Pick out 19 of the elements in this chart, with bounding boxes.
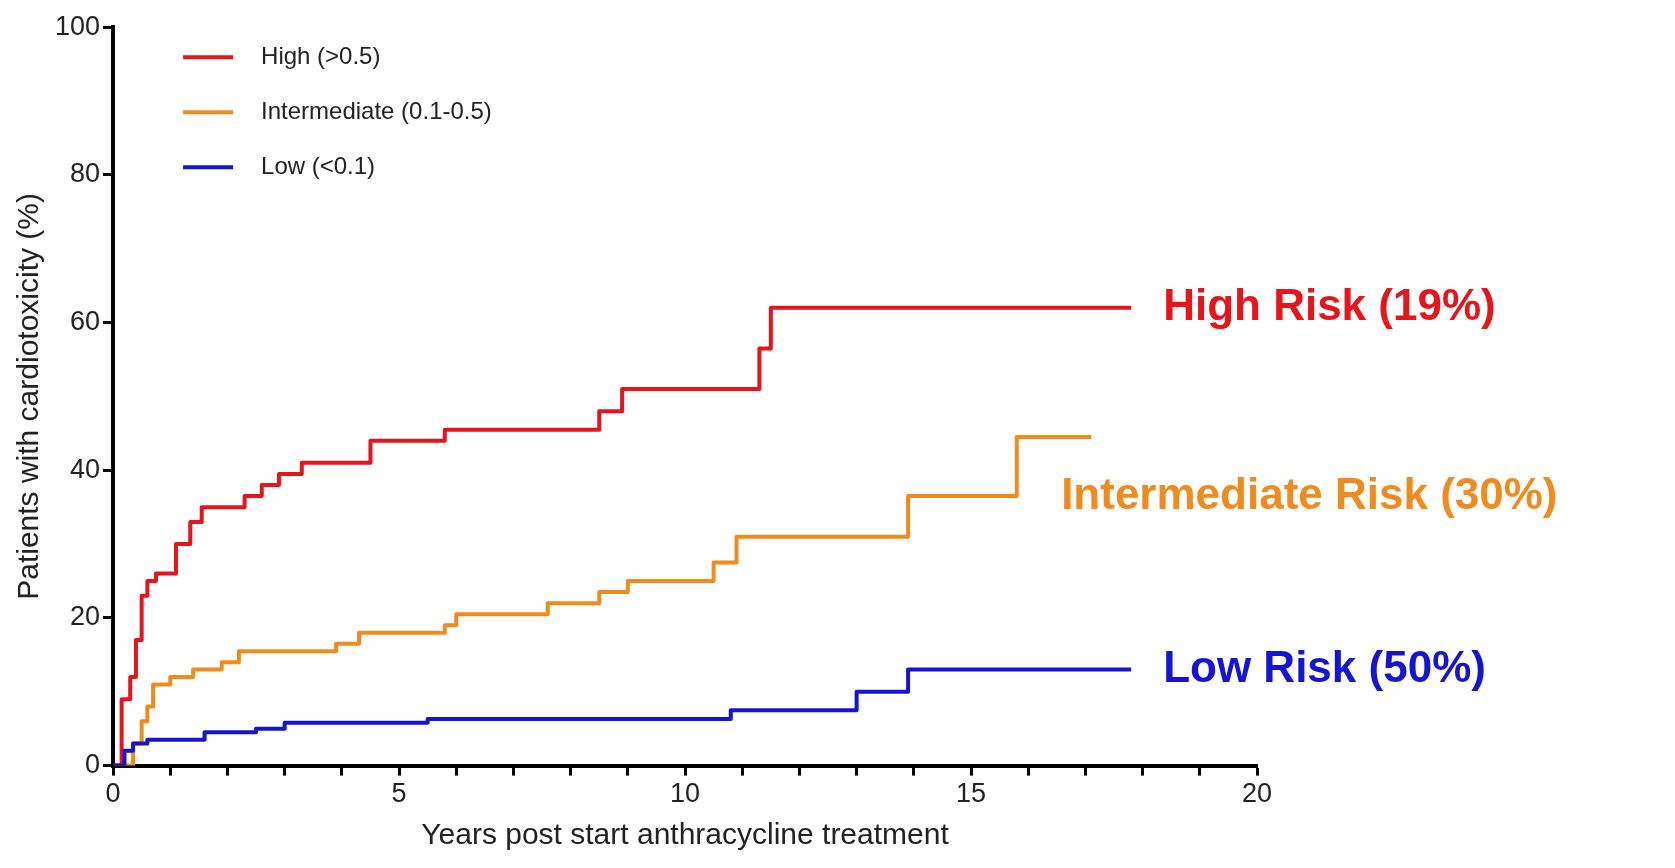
annotation: Low Risk (50%) <box>1163 641 1486 691</box>
y-axis-title: Patients with cardiotoxicity (%) <box>11 192 45 600</box>
legend-label: Low (<0.1) <box>261 151 376 179</box>
y-tick-label: 0 <box>85 749 101 780</box>
x-tick-label: 5 <box>391 778 407 809</box>
y-tick-label: 20 <box>70 601 101 632</box>
x-axis-title: Years post start anthracycline treatment <box>421 817 950 851</box>
annotation: Intermediate Risk (30%) <box>1061 469 1558 519</box>
x-tick-label: 0 <box>105 778 121 809</box>
x-tick-label: 10 <box>670 778 701 809</box>
y-tick-label: 60 <box>70 306 101 337</box>
x-tick-label: 20 <box>1241 778 1273 809</box>
legend-label: Intermediate (0.1-0.5) <box>261 96 492 124</box>
y-tick-label: 100 <box>54 10 101 41</box>
x-tick-label: 15 <box>955 778 987 809</box>
annotation: High Risk (19%) <box>1163 279 1496 329</box>
y-tick-label: 80 <box>70 158 101 189</box>
legend-label: High (>0.5) <box>261 41 381 69</box>
y-tick-label: 40 <box>70 453 101 484</box>
